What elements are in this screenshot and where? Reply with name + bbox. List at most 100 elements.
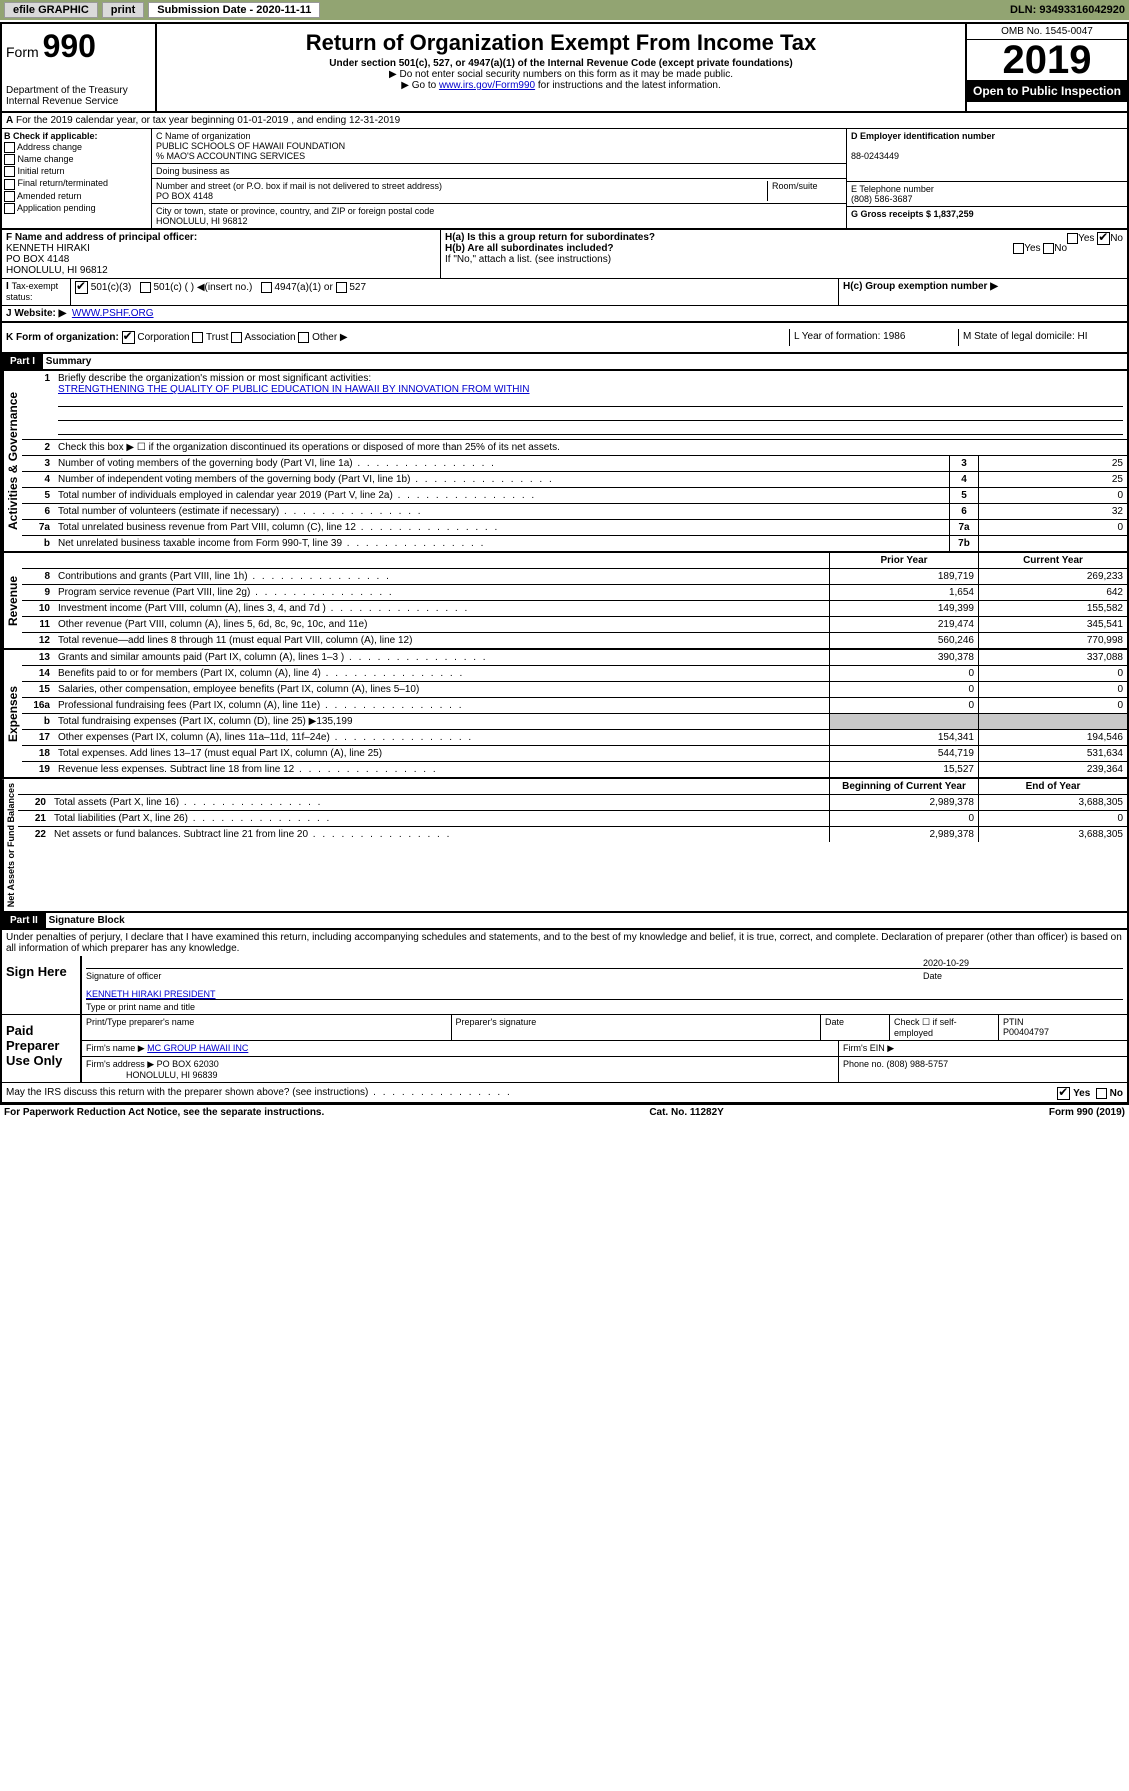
k-corp[interactable]: Corporation — [137, 332, 189, 343]
firm-addr: PO BOX 62030 — [157, 1059, 219, 1069]
l10: Investment income (Part VIII, column (A)… — [54, 601, 829, 616]
k-trust[interactable]: Trust — [206, 332, 228, 343]
gross-receipts: G Gross receipts $ 1,837,259 — [851, 209, 974, 219]
prior-year-hdr: Prior Year — [829, 553, 978, 568]
side-governance: Activities & Governance — [2, 371, 22, 551]
p14: 0 — [829, 666, 978, 681]
l7b: Net unrelated business taxable income fr… — [54, 536, 949, 551]
name-title-lbl: Type or print name and title — [86, 1002, 195, 1012]
l9: Program service revenue (Part VIII, line… — [54, 585, 829, 600]
l16a: Professional fundraising fees (Part IX, … — [54, 698, 829, 713]
k-other[interactable]: Other ▶ — [312, 332, 347, 343]
paid-preparer-lbl: Paid Preparer Use Only — [2, 1015, 80, 1082]
side-expenses: Expenses — [2, 650, 22, 777]
eoy-hdr: End of Year — [978, 779, 1127, 794]
hb-no[interactable]: No — [1054, 243, 1067, 254]
p15: 0 — [829, 682, 978, 697]
i-501c3[interactable]: 501(c)(3) — [91, 282, 132, 293]
room-lbl: Room/suite — [767, 181, 842, 201]
col-c: C Name of organizationPUBLIC SCHOOLS OF … — [152, 129, 847, 228]
p9: 1,654 — [829, 585, 978, 600]
arrow-2: ▶ Go to www.irs.gov/Form990 for instruct… — [161, 80, 961, 91]
p11: 219,474 — [829, 617, 978, 632]
officer-sig-name[interactable]: KENNETH HIRAKI PRESIDENT — [86, 989, 216, 999]
l2: Check this box ▶ ☐ if the organization d… — [54, 440, 1127, 455]
l20: Total assets (Part X, line 16) — [50, 795, 829, 810]
arrow-1: ▶ Do not enter social security numbers o… — [161, 69, 961, 80]
open-public: Open to Public Inspection — [967, 80, 1127, 102]
row-j: J Website: ▶ WWW.PSHF.ORG — [0, 306, 1129, 323]
l19: Revenue less expenses. Subtract line 18 … — [54, 762, 829, 777]
part1-title: Summary — [46, 356, 92, 367]
cb-initial[interactable]: Initial return — [18, 166, 65, 176]
cb-name[interactable]: Name change — [18, 154, 74, 164]
ha-yes[interactable]: Yes — [1078, 233, 1094, 244]
p16a: 0 — [829, 698, 978, 713]
discuss-no[interactable]: No — [1110, 1088, 1123, 1099]
discuss-yes[interactable]: Yes — [1073, 1088, 1090, 1099]
form-word: Form — [6, 44, 39, 60]
discuss-row: May the IRS discuss this return with the… — [2, 1083, 1127, 1102]
sig-date: 2020-10-29 — [923, 958, 1123, 969]
firm-name[interactable]: MC GROUP HAWAII INC — [147, 1043, 248, 1053]
preparer-name-lbl: Print/Type preparer's name — [82, 1015, 452, 1040]
firm-phone: Phone no. (808) 988-5757 — [839, 1057, 1127, 1082]
p18: 544,719 — [829, 746, 978, 761]
l14: Benefits paid to or for members (Part IX… — [54, 666, 829, 681]
cb-pending[interactable]: Application pending — [17, 203, 96, 213]
l13: Grants and similar amounts paid (Part IX… — [54, 650, 829, 665]
tax-year: 2019 — [967, 40, 1127, 80]
k-assoc[interactable]: Association — [244, 332, 295, 343]
l21: Total liabilities (Part X, line 26) — [50, 811, 829, 826]
f-lbl: F Name and address of principal officer: — [6, 232, 197, 243]
section-netassets: Net Assets or Fund Balances Beginning of… — [0, 779, 1129, 913]
hb-yes[interactable]: Yes — [1024, 243, 1040, 254]
officer-addr: PO BOX 4148 — [6, 254, 69, 265]
j-lbl: Website: ▶ — [14, 308, 66, 319]
col-d: D Employer identification number88-02434… — [847, 129, 1127, 228]
print-btn[interactable]: print — [102, 2, 144, 18]
org-addr: PO BOX 4148 — [156, 191, 213, 201]
p10: 149,399 — [829, 601, 978, 616]
row-i: I Tax-exempt status: 501(c)(3) 501(c) ( … — [0, 279, 1129, 306]
p20: 2,989,378 — [829, 795, 978, 810]
efile-btn[interactable]: efile GRAPHIC — [4, 2, 98, 18]
dln: DLN: 93493316042920 — [1010, 4, 1125, 16]
footer-mid: Cat. No. 11282Y — [649, 1107, 723, 1118]
cb-amended[interactable]: Amended return — [17, 191, 82, 201]
row-klm: K Form of organization: Corporation Trus… — [0, 323, 1129, 354]
l1-mission[interactable]: STRENGTHENING THE QUALITY OF PUBLIC EDUC… — [58, 384, 530, 395]
l1: Briefly describe the organization's miss… — [58, 373, 371, 384]
irs-link[interactable]: www.irs.gov/Form990 — [439, 80, 535, 91]
cb-final[interactable]: Final return/terminated — [18, 178, 109, 188]
footer-right: Form 990 (2019) — [1049, 1107, 1125, 1118]
c20: 3,688,305 — [978, 795, 1127, 810]
org-city: HONOLULU, HI 96812 — [156, 216, 248, 226]
c-name-lbl: C Name of organization — [156, 131, 251, 141]
v7b — [978, 536, 1127, 551]
form-990: 990 — [43, 28, 96, 64]
cb-address[interactable]: Address change — [17, 142, 82, 152]
l5: Total number of individuals employed in … — [54, 488, 949, 503]
l8: Contributions and grants (Part VIII, lin… — [54, 569, 829, 584]
preparer-date-lbl: Date — [821, 1015, 890, 1040]
form-subtitle: Under section 501(c), 527, or 4947(a)(1)… — [161, 58, 961, 69]
p13: 390,378 — [829, 650, 978, 665]
dba-lbl: Doing business as — [156, 166, 230, 176]
c21: 0 — [978, 811, 1127, 826]
discuss-text: May the IRS discuss this return with the… — [6, 1087, 512, 1098]
i-527[interactable]: 527 — [349, 282, 366, 293]
ha-no[interactable]: No — [1110, 233, 1123, 244]
l18: Total expenses. Add lines 13–17 (must eq… — [54, 746, 829, 761]
l6: Total number of volunteers (estimate if … — [54, 504, 949, 519]
p8: 189,719 — [829, 569, 978, 584]
sign-here-lbl: Sign Here — [2, 956, 80, 1014]
website-link[interactable]: WWW.PSHF.ORG — [72, 308, 154, 319]
preparer-sig-lbl: Preparer's signature — [452, 1015, 822, 1040]
section-expenses: Expenses 13Grants and similar amounts pa… — [0, 650, 1129, 779]
i-501c[interactable]: 501(c) ( ) ◀(insert no.) — [153, 282, 252, 293]
i-4947[interactable]: 4947(a)(1) or — [274, 282, 332, 293]
part2-header: Part II Signature Block — [0, 913, 1129, 930]
firm-city: HONOLULU, HI 96839 — [126, 1070, 218, 1080]
hb-note: If "No," attach a list. (see instruction… — [445, 254, 1123, 265]
